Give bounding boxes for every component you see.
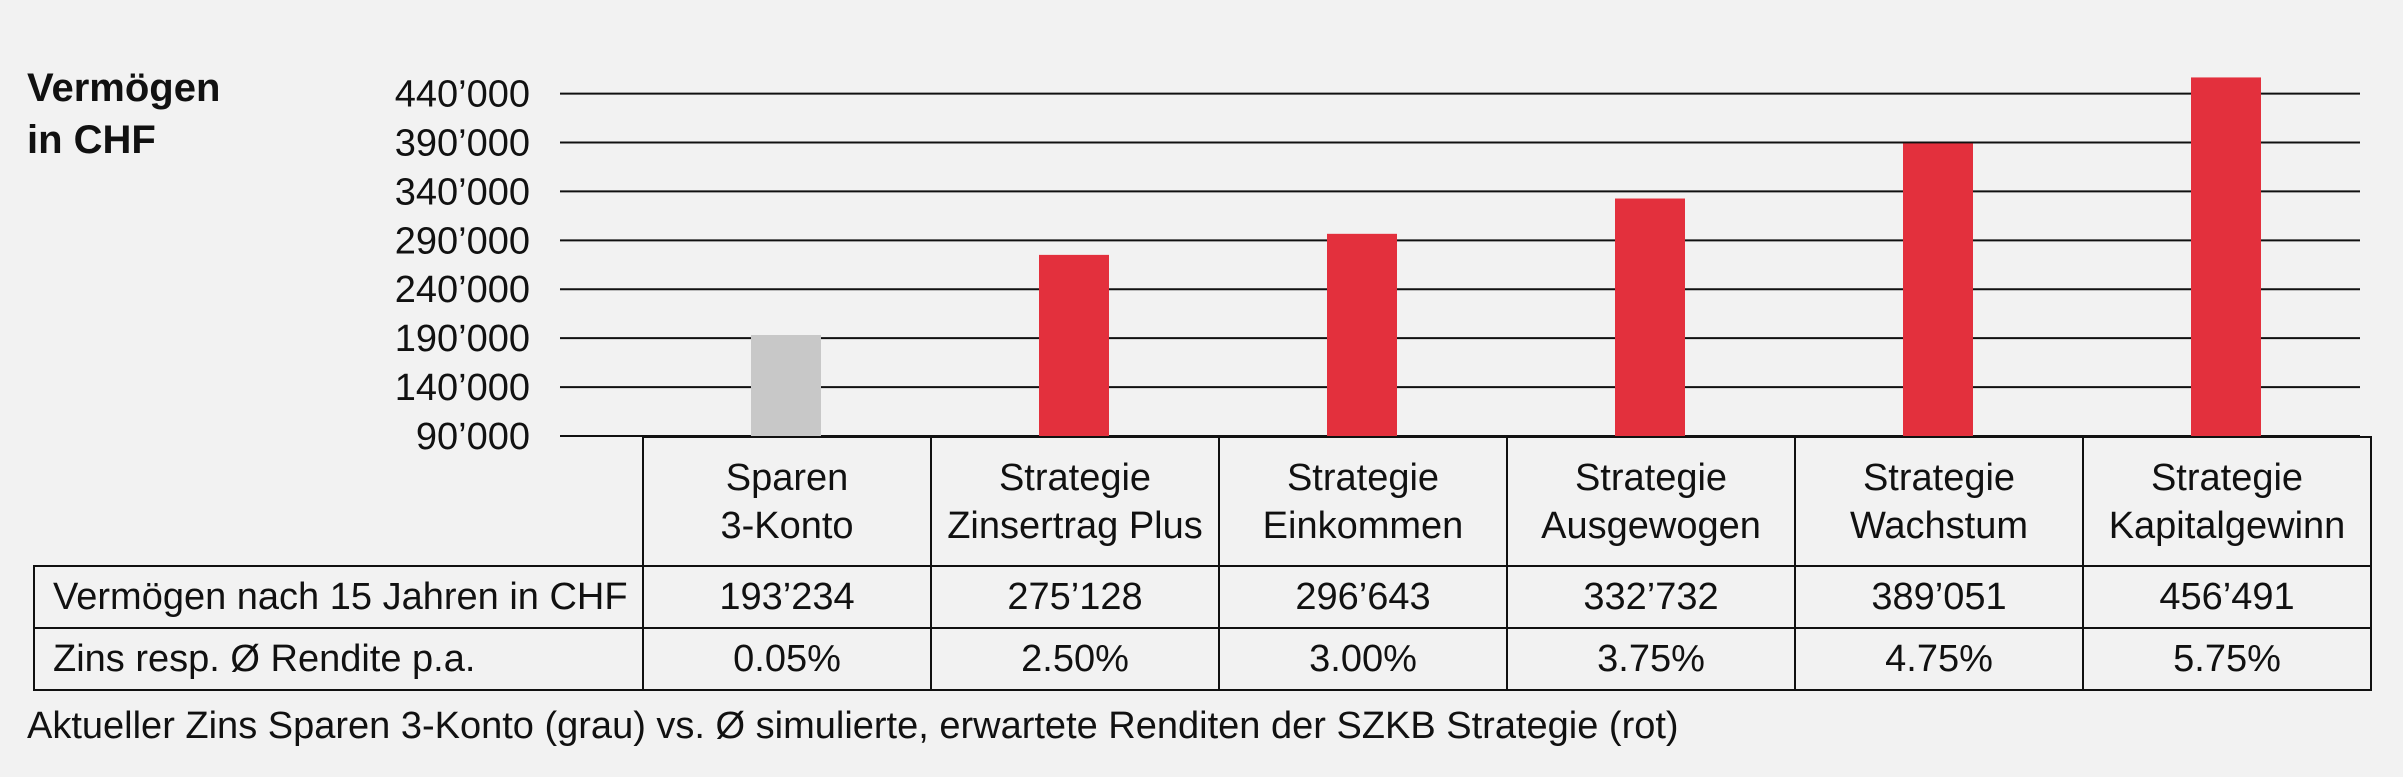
category-label: Strategie Kapitalgewinn — [2082, 436, 2372, 567]
category-label: Strategie Einkommen — [1218, 436, 1508, 567]
category-label: Strategie Wachstum — [1794, 436, 2084, 567]
bar — [1327, 233, 1397, 436]
table-cell: 3.00% — [1218, 627, 1508, 691]
bar — [1039, 254, 1109, 436]
row-label: Vermögen nach 15 Jahren in CHF — [33, 565, 644, 629]
table-header-row: Sparen 3-Konto Strategie Zinsertrag Plus S… — [34, 436, 2372, 567]
category-label: Strategie Zinsertrag Plus — [930, 436, 1220, 567]
table-cell: 2.50% — [930, 627, 1220, 691]
bar — [2191, 77, 2261, 436]
y-tick-label: 340’000 — [395, 171, 530, 213]
table-cell: 4.75% — [1794, 627, 2084, 691]
values-table: Sparen 3-Konto Strategie Zinsertrag Plus S… — [33, 436, 2372, 691]
table-row: Vermögen nach 15 Jahren in CHF 193’234 2… — [33, 565, 2372, 629]
bar — [751, 334, 821, 436]
bar — [1615, 198, 1685, 436]
table-cell: 389’051 — [1794, 565, 2084, 629]
y-tick-label: 290’000 — [395, 220, 530, 262]
y-axis-title: Vermögen in CHF — [27, 62, 220, 166]
table-cell: 332’732 — [1506, 565, 1796, 629]
table-cell: 296’643 — [1218, 565, 1508, 629]
table-cell: 5.75% — [2082, 627, 2372, 691]
table-cell: 275’128 — [930, 565, 1220, 629]
category-label: Sparen 3-Konto — [642, 436, 932, 567]
table-cell: 456’491 — [2082, 565, 2372, 629]
footnote: Aktueller Zins Sparen 3-Konto (grau) vs.… — [27, 705, 1679, 747]
table-cell: 3.75% — [1506, 627, 1796, 691]
y-tick-label: 390’000 — [395, 122, 530, 164]
y-tick-label: 190’000 — [395, 318, 530, 360]
y-axis-title-line-2: in CHF — [27, 118, 156, 162]
y-tick-label: 140’000 — [395, 367, 530, 409]
y-tick-labels: 90’000140’000190’000240’000290’000340’00… — [395, 74, 530, 458]
table-row: Zins resp. Ø Rendite p.a. 0.05% 2.50% 3.… — [33, 627, 2372, 691]
category-label: Strategie Ausgewogen — [1506, 436, 1796, 567]
row-label: Zins resp. Ø Rendite p.a. — [33, 627, 644, 691]
bars — [751, 77, 2261, 436]
y-tick-label: 240’000 — [395, 269, 530, 311]
y-tick-label: 440’000 — [395, 74, 530, 116]
table-cell: 0.05% — [642, 627, 932, 691]
gridlines — [560, 92, 2360, 437]
table-cell: 193’234 — [642, 565, 932, 629]
y-axis-title-line-1: Vermögen — [27, 66, 221, 110]
bar — [1903, 143, 1973, 436]
table-corner — [34, 437, 644, 567]
